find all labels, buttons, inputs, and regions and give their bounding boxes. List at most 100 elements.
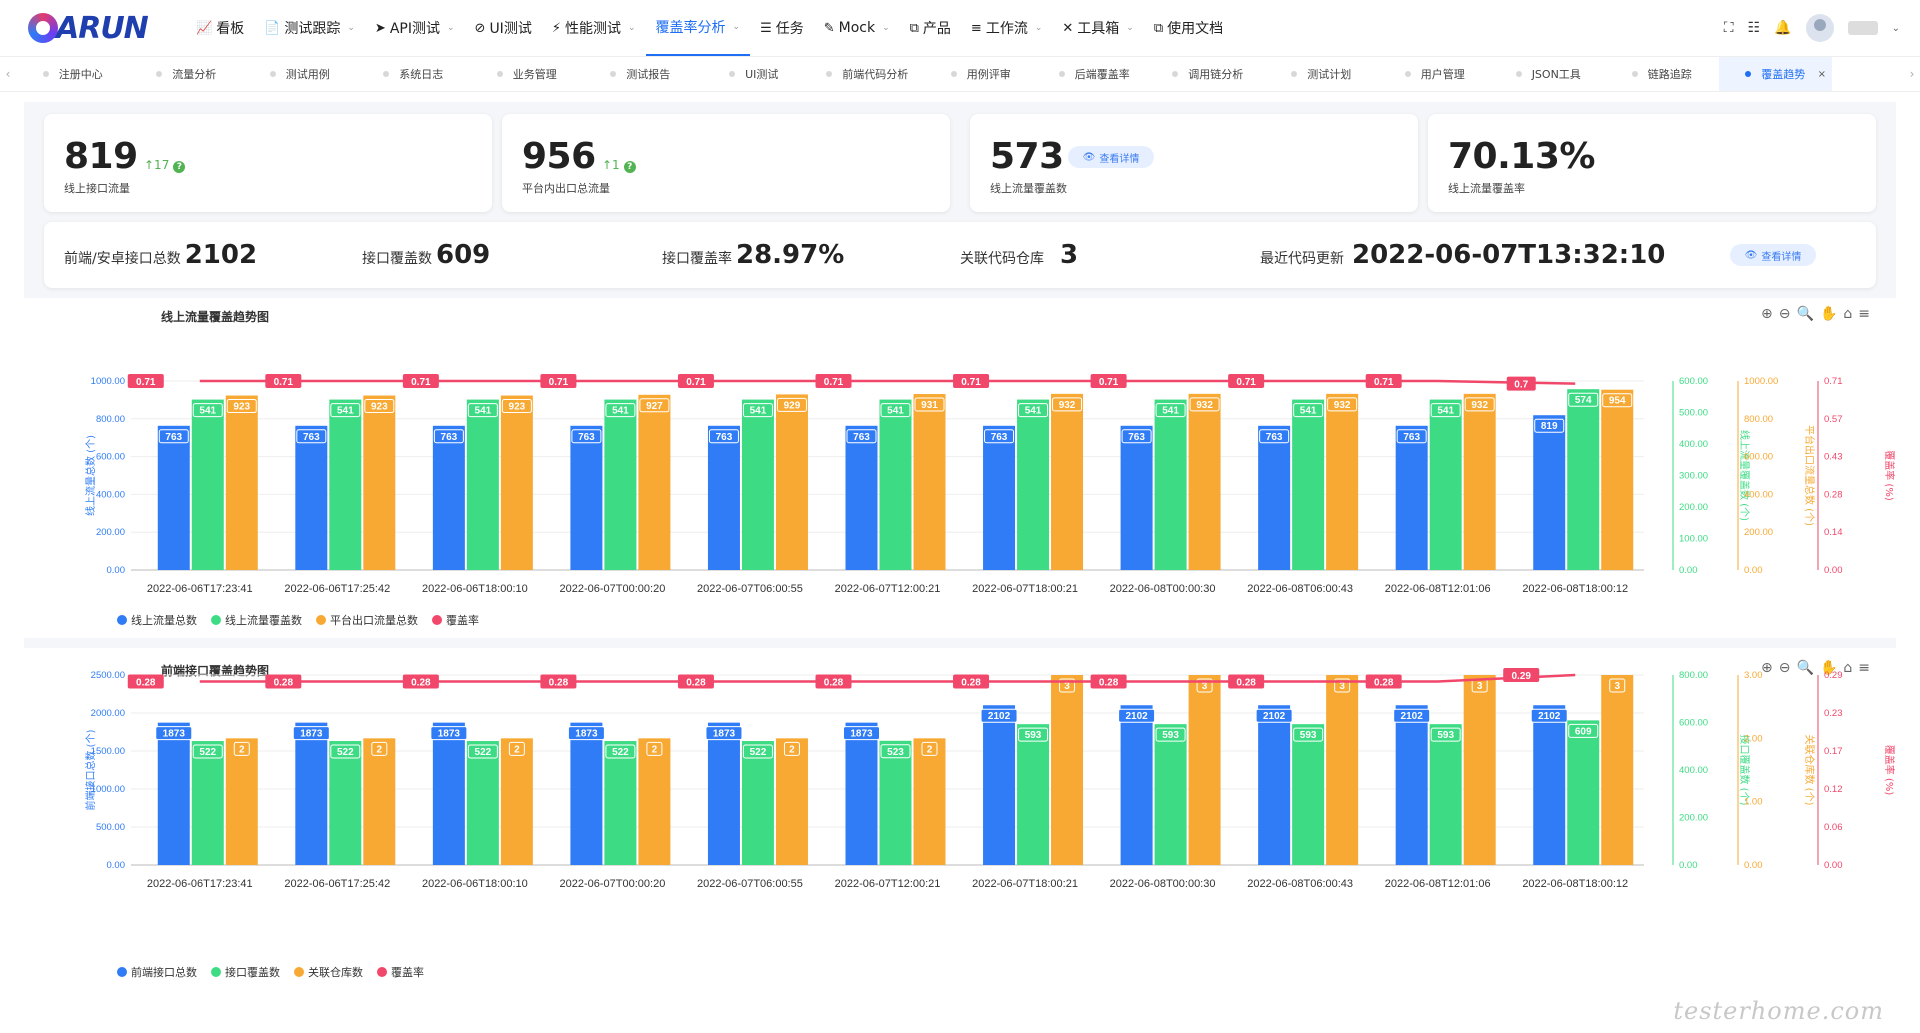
bar-线上流量总数[interactable]: [157, 425, 190, 570]
bar-线上流量覆盖数[interactable]: [1429, 399, 1462, 570]
tab-13[interactable]: JSON工具: [1492, 57, 1606, 91]
bar-线上流量总数[interactable]: [707, 425, 740, 570]
bar-线上流量覆盖数[interactable]: [879, 399, 912, 570]
bar-前端接口总数[interactable]: [157, 722, 190, 865]
tab-15[interactable]: 覆盖趋势 ×: [1718, 57, 1832, 91]
menu-item-11[interactable]: ⧉ 使用文档: [1144, 0, 1233, 56]
tab-9[interactable]: 后端覆盖率: [1038, 57, 1152, 91]
bar-接口覆盖数[interactable]: [466, 741, 499, 865]
zoom-out-icon[interactable]: ⊖: [1778, 660, 1791, 676]
menu-item-6[interactable]: ☰ 任务: [750, 0, 814, 56]
menu-item-7[interactable]: ✎ Mock ⌄: [814, 0, 900, 56]
bar-平台出口流量总数[interactable]: [500, 395, 533, 570]
fullscreen-icon[interactable]: ⛶: [1723, 20, 1734, 36]
bar-接口覆盖数[interactable]: [1154, 724, 1187, 865]
bar-前端接口总数[interactable]: [1258, 705, 1291, 865]
bar-接口覆盖数[interactable]: [1017, 724, 1050, 865]
bar-接口覆盖数[interactable]: [741, 741, 774, 865]
tab-7[interactable]: 前端代码分析: [811, 57, 925, 91]
legend-item[interactable]: 关联仓库数: [294, 964, 363, 980]
bar-关联仓库数[interactable]: [1188, 675, 1221, 865]
tabs-scroll-left-icon[interactable]: ‹: [5, 67, 11, 81]
bar-接口覆盖数[interactable]: [1567, 720, 1600, 865]
bar-线上流量总数[interactable]: [1533, 415, 1566, 570]
legend-item[interactable]: 线上流量总数: [117, 612, 197, 628]
bar-线上流量覆盖数[interactable]: [191, 399, 224, 570]
legend-item[interactable]: 覆盖率: [377, 964, 424, 980]
task-list-icon[interactable]: ☷: [1747, 20, 1761, 36]
bar-平台出口流量总数[interactable]: [1051, 393, 1084, 570]
tab-0[interactable]: 注册中心: [16, 57, 130, 91]
pan-hand-icon[interactable]: ✋: [1819, 306, 1838, 322]
bar-线上流量覆盖数[interactable]: [604, 399, 637, 570]
help-icon[interactable]: ?: [623, 161, 636, 173]
bar-关联仓库数[interactable]: [500, 738, 533, 865]
bar-前端接口总数[interactable]: [1395, 705, 1428, 865]
bar-线上流量总数[interactable]: [1395, 425, 1428, 570]
bar-线上流量覆盖数[interactable]: [1567, 389, 1600, 570]
legend-item[interactable]: 线上流量覆盖数: [211, 612, 302, 628]
bar-关联仓库数[interactable]: [1463, 675, 1496, 865]
bar-线上流量总数[interactable]: [845, 425, 878, 570]
close-icon[interactable]: ×: [1817, 68, 1826, 80]
tab-1[interactable]: 流量分析: [130, 57, 244, 91]
bar-线上流量覆盖数[interactable]: [1292, 399, 1325, 570]
tab-4[interactable]: 业务管理: [470, 57, 584, 91]
bar-线上流量覆盖数[interactable]: [741, 399, 774, 570]
bar-关联仓库数[interactable]: [1326, 675, 1359, 865]
bar-平台出口流量总数[interactable]: [775, 394, 808, 570]
bar-平台出口流量总数[interactable]: [1326, 393, 1359, 570]
bar-前端接口总数[interactable]: [707, 722, 740, 865]
pan-hand-icon[interactable]: ✋: [1819, 660, 1838, 676]
bar-线上流量总数[interactable]: [570, 425, 603, 570]
bar-接口覆盖数[interactable]: [1292, 724, 1325, 865]
bar-接口覆盖数[interactable]: [604, 741, 637, 865]
app-logo[interactable]: ARUN: [28, 11, 149, 46]
reset-home-icon[interactable]: ⌂: [1843, 660, 1853, 676]
bar-平台出口流量总数[interactable]: [363, 395, 396, 570]
zoom-select-icon[interactable]: 🔍: [1796, 306, 1814, 322]
bar-平台出口流量总数[interactable]: [913, 394, 946, 570]
tab-3[interactable]: 系统日志: [357, 57, 471, 91]
bar-前端接口总数[interactable]: [295, 722, 328, 865]
chevron-down-icon[interactable]: ⌄: [1891, 22, 1900, 34]
bar-线上流量覆盖数[interactable]: [466, 399, 499, 570]
bar-接口覆盖数[interactable]: [879, 740, 912, 865]
stat-detail-button[interactable]: 👁 查看详情: [1068, 146, 1154, 168]
bar-关联仓库数[interactable]: [913, 738, 946, 865]
help-icon[interactable]: ?: [173, 161, 186, 173]
bar-线上流量覆盖数[interactable]: [329, 399, 362, 570]
legend-item[interactable]: 覆盖率: [432, 612, 479, 628]
avatar[interactable]: [1805, 14, 1834, 42]
bell-icon[interactable]: 🔔: [1774, 20, 1792, 36]
zoom-out-icon[interactable]: ⊖: [1778, 306, 1791, 322]
bar-平台出口流量总数[interactable]: [638, 394, 671, 570]
menu-icon[interactable]: ≡: [1858, 660, 1870, 676]
reset-home-icon[interactable]: ⌂: [1843, 306, 1853, 322]
menu-item-4[interactable]: ⚡ 性能测试 ⌄: [542, 0, 646, 56]
bar-关联仓库数[interactable]: [1051, 675, 1084, 865]
menu-item-0[interactable]: 📈 看板: [186, 0, 254, 56]
bar-前端接口总数[interactable]: [845, 722, 878, 865]
bar-线上流量总数[interactable]: [295, 425, 328, 570]
tabs-scroll-right-icon[interactable]: ›: [1909, 67, 1915, 81]
menu-item-2[interactable]: ➤ API测试 ⌄: [365, 0, 465, 56]
menu-icon[interactable]: ≡: [1858, 306, 1870, 322]
bar-平台出口流量总数[interactable]: [1188, 393, 1221, 570]
menu-item-1[interactable]: 📄 测试跟踪 ⌄: [254, 0, 365, 56]
bar-接口覆盖数[interactable]: [191, 741, 224, 865]
bar-前端接口总数[interactable]: [983, 705, 1016, 865]
bar-平台出口流量总数[interactable]: [225, 395, 258, 570]
menu-item-3[interactable]: ⊘ UI测试: [465, 0, 542, 56]
zoom-in-icon[interactable]: ⊕: [1761, 660, 1773, 676]
tab-12[interactable]: 用户管理: [1378, 57, 1492, 91]
bar-线上流量总数[interactable]: [983, 425, 1016, 570]
summary-detail-button[interactable]: 👁 查看详情: [1730, 244, 1816, 266]
zoom-in-icon[interactable]: ⊕: [1761, 306, 1773, 322]
tab-11[interactable]: 测试计划: [1265, 57, 1379, 91]
bar-关联仓库数[interactable]: [775, 738, 808, 865]
menu-item-8[interactable]: ⧉ 产品: [900, 0, 961, 56]
bar-线上流量覆盖数[interactable]: [1017, 399, 1050, 570]
bar-前端接口总数[interactable]: [1120, 705, 1153, 865]
bar-关联仓库数[interactable]: [363, 738, 396, 865]
